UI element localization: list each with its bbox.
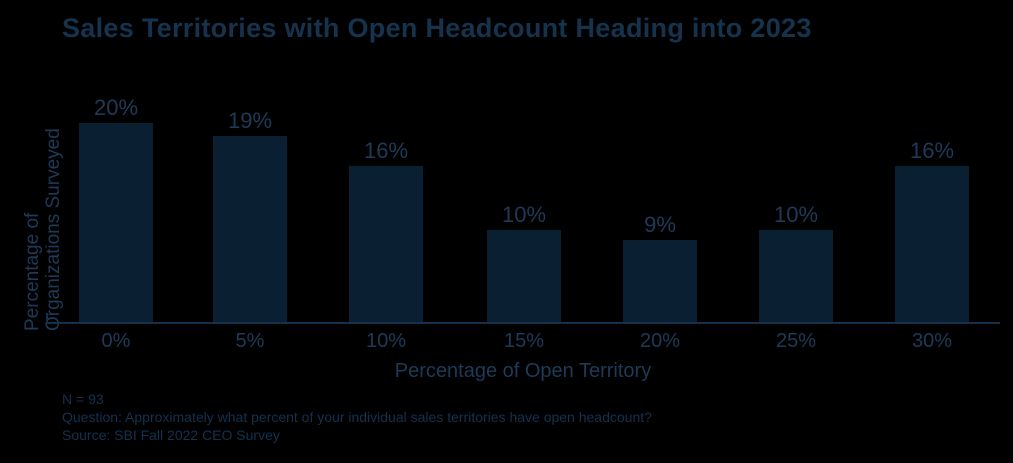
bar-value-label: 16% xyxy=(363,138,409,163)
bar xyxy=(79,123,153,322)
bar-value-label: 20% xyxy=(93,95,139,120)
footnote-question: Question: Approximately what percent of … xyxy=(62,409,652,425)
x-tick-label: 5% xyxy=(235,330,265,352)
x-axis-line xyxy=(46,322,1000,324)
x-axis-title: Percentage of Open Territory xyxy=(394,360,652,382)
bar-value-label: 19% xyxy=(227,108,273,133)
bar xyxy=(213,136,287,322)
x-tick-label: 30% xyxy=(911,330,953,352)
y-axis-line-stub xyxy=(46,313,48,323)
x-tick-label: 0% xyxy=(101,330,131,352)
bar xyxy=(349,166,423,322)
chart-title: Sales Territories with Open Headcount He… xyxy=(62,13,812,43)
x-tick-label: 15% xyxy=(503,330,545,352)
bar-value-label: 10% xyxy=(501,202,547,227)
x-tick-label: 20% xyxy=(639,330,681,352)
bar-value-label: 10% xyxy=(773,202,819,227)
footnotes: N = 93 Question: Approximately what perc… xyxy=(62,390,652,444)
footnote-source: Source: SBI Fall 2022 CEO Survey xyxy=(62,427,280,443)
bar-value-label: 9% xyxy=(644,212,676,237)
bar xyxy=(759,230,833,322)
x-tick-label: 25% xyxy=(775,330,817,352)
x-tick-label: 10% xyxy=(365,330,407,352)
bar xyxy=(895,166,969,322)
bar xyxy=(487,230,561,322)
bar-value-label: 16% xyxy=(909,138,955,163)
footnote-sample-size: N = 93 xyxy=(62,391,104,407)
bar xyxy=(623,240,697,322)
